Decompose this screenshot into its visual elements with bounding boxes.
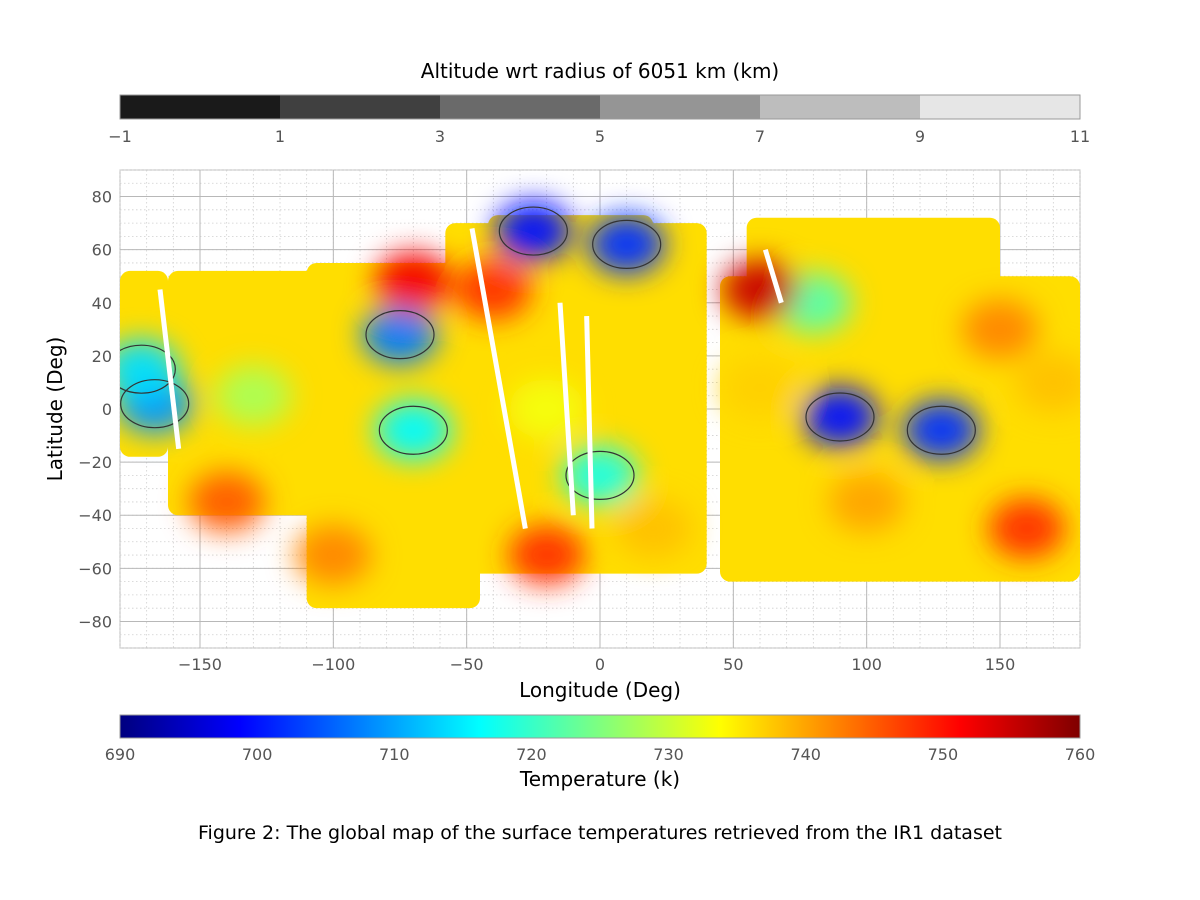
temperature-region xyxy=(988,498,1065,559)
temperature-tick-label: 690 xyxy=(105,745,136,764)
altitude-tick-label: −1 xyxy=(108,127,132,146)
y-tick-label: −40 xyxy=(78,506,112,525)
y-tick-label: 0 xyxy=(102,400,112,419)
altitude-level-block xyxy=(440,95,600,119)
temperature-region xyxy=(1015,352,1080,413)
y-tick-label: 80 xyxy=(92,188,112,207)
temperature-region xyxy=(903,400,980,461)
altitude-contour xyxy=(120,344,176,394)
temperature-tick-label: 760 xyxy=(1065,745,1096,764)
y-tick-label: 20 xyxy=(92,347,112,366)
x-axis-label: Longitude (Deg) xyxy=(519,678,681,702)
x-tick-label: 150 xyxy=(985,655,1016,674)
x-tick-label: 0 xyxy=(595,655,605,674)
temperature-tick-label: 730 xyxy=(653,745,684,764)
altitude-tick-label: 9 xyxy=(915,127,925,146)
temperature-tick-label: 700 xyxy=(242,745,273,764)
x-tick-label: 50 xyxy=(723,655,743,674)
altitude-tick-label: 3 xyxy=(435,127,445,146)
map-plot: −150 −100 −50 0 50 100 150 80 60 40 20 0 −20 −40 −60 −… xyxy=(43,169,1081,702)
temperature-region xyxy=(188,471,265,532)
temperature-region xyxy=(802,386,878,447)
data-gap xyxy=(584,315,595,529)
x-tick-label: −150 xyxy=(178,655,222,674)
x-tick-label: −50 xyxy=(450,655,484,674)
temperature-region xyxy=(375,251,452,312)
altitude-contour xyxy=(120,379,190,429)
altitude-level-block xyxy=(280,95,440,119)
temperature-region xyxy=(508,379,585,439)
x-tick-label: −100 xyxy=(311,655,355,674)
altitude-level-block xyxy=(760,95,920,119)
temperature-tick-label: 750 xyxy=(928,745,959,764)
y-tick-label: 40 xyxy=(92,294,112,313)
temperature-region xyxy=(455,259,532,320)
temperature-tick-label: 740 xyxy=(790,745,821,764)
altitude-tick-label: 11 xyxy=(1070,127,1090,146)
temperature-colorbar: 690 700 710 720 730 740 750 760 Temperature (k) xyxy=(105,714,1096,791)
altitude-contour xyxy=(592,219,662,269)
temperature-region xyxy=(562,445,638,506)
temperature-region xyxy=(375,400,452,461)
temperature-region xyxy=(215,365,292,426)
y-tick-label: −20 xyxy=(78,453,112,472)
temperature-region xyxy=(295,525,372,586)
data-gap xyxy=(557,302,576,516)
temperature-region xyxy=(495,201,572,262)
y-axis-label: Latitude (Deg) xyxy=(43,337,67,482)
altitude-level-block xyxy=(920,95,1080,119)
altitude-tick-label: 7 xyxy=(755,127,765,146)
altitude-contour xyxy=(906,405,976,455)
altitude-colorbar-title: Altitude wrt radius of 6051 km (km) xyxy=(421,59,779,83)
temperature-tick-label: 710 xyxy=(379,745,410,764)
altitude-contour xyxy=(498,206,568,256)
altitude-contour xyxy=(565,450,635,500)
x-tick-label: 100 xyxy=(851,655,882,674)
y-tick-label: −80 xyxy=(78,612,112,631)
y-tick-label: −60 xyxy=(78,559,112,578)
y-tick-label: 60 xyxy=(92,241,112,260)
altitude-colorbar: Altitude wrt radius of 6051 km (km) −1 1 3… xyxy=(108,59,1090,146)
altitude-tick-label: 1 xyxy=(275,127,285,146)
figure-caption: Figure 2: The global map of the surface … xyxy=(198,822,1002,844)
altitude-contour xyxy=(378,405,448,455)
temperature-region xyxy=(508,525,585,586)
temperature-region xyxy=(722,259,798,320)
temperature-region xyxy=(615,498,692,559)
temperature-region xyxy=(362,304,438,365)
altitude-contour xyxy=(365,310,435,360)
altitude-tick-label: 5 xyxy=(595,127,605,146)
altitude-level-block xyxy=(600,95,760,119)
temperature-region xyxy=(962,299,1038,360)
altitude-contour xyxy=(805,392,875,442)
temperature-tick-label: 720 xyxy=(516,745,547,764)
temperature-gradient xyxy=(119,714,1081,739)
data-gap xyxy=(469,227,528,529)
temperature-region xyxy=(828,471,905,532)
temperature-colorbar-title: Temperature (k) xyxy=(519,767,680,791)
altitude-level-block xyxy=(120,95,280,119)
temperature-region xyxy=(588,214,665,275)
data-gap xyxy=(157,289,182,450)
data-gap xyxy=(762,248,784,304)
temperature-region xyxy=(722,357,798,418)
